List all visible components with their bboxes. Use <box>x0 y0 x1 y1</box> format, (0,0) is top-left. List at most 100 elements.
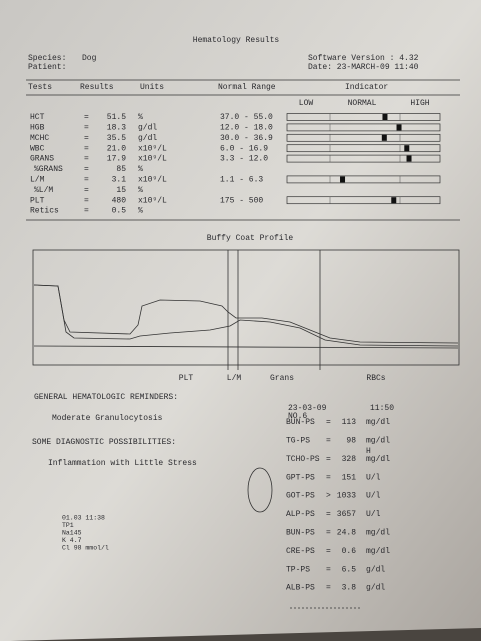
species-label: Species: <box>28 54 66 63</box>
profile-label: L/M <box>227 374 242 383</box>
column-header: Normal Range <box>218 83 276 92</box>
chem-value: 24.8 <box>337 529 356 538</box>
indicator-label: LOW <box>299 99 314 108</box>
indicator-marker <box>382 114 388 120</box>
electrolyte-line: 01.03 11:38 <box>62 515 105 522</box>
date: Date: 23-MARCH-09 11:40 <box>308 63 419 72</box>
chem-number: NO.6 <box>288 412 307 421</box>
equals: = <box>84 186 89 195</box>
test-name: HCT <box>30 113 45 122</box>
chem-unit: U/l <box>366 473 381 482</box>
diagnostics-text: Inflammation with Little Stress <box>48 459 197 468</box>
unit: % <box>138 186 143 195</box>
chem-unit: mg/dl <box>366 437 390 446</box>
column-header: Indicator <box>345 83 388 92</box>
chem-unit: mg/dl <box>366 529 390 538</box>
unit: g/dl <box>138 134 157 143</box>
chem-date: 23-03-09 <box>288 404 327 413</box>
reminders-text: Moderate Granulocytosis <box>52 414 163 423</box>
normal-range: 175 - 500 <box>220 196 263 205</box>
chem-sign: = <box>326 455 331 464</box>
indicator-marker <box>340 176 346 183</box>
unit: % <box>138 113 143 122</box>
result: 18.3 <box>107 124 126 133</box>
chem-sign: = <box>326 510 331 519</box>
normal-range: 12.0 - 18.0 <box>220 124 273 133</box>
chem-sign: = <box>326 437 331 446</box>
normal-range: 30.0 - 36.9 <box>220 134 273 143</box>
result: 0.5 <box>112 207 127 216</box>
graph-frame <box>32 249 460 366</box>
equals: = <box>84 196 89 205</box>
unit: x10⁹/L <box>138 196 167 205</box>
normal-range: 1.1 - 6.3 <box>220 176 263 185</box>
equals: = <box>84 207 89 216</box>
equals: = <box>84 124 89 133</box>
result: 480 <box>112 196 127 205</box>
indicator-bar <box>286 175 441 184</box>
indicator-label: NORMAL <box>348 99 377 108</box>
indicator-bar <box>286 123 441 132</box>
indicator-label: HIGH <box>410 99 429 108</box>
indicator-marker <box>396 124 402 131</box>
chem-test: TP-PS <box>286 565 310 574</box>
result: 21.0 <box>107 144 126 153</box>
normal-range: 3.3 - 12.0 <box>220 155 268 164</box>
column-header: Units <box>140 83 164 92</box>
equals: = <box>84 134 89 143</box>
reminders-heading: GENERAL HEMATOLOGIC REMINDERS: <box>34 393 178 402</box>
test-name: WBC <box>30 144 45 153</box>
profile-curve <box>33 284 459 347</box>
column-header: Results <box>80 83 114 92</box>
test-name: %GRANS <box>34 165 63 174</box>
chem-value: 3.8 <box>342 584 357 593</box>
result: 17.9 <box>107 155 126 164</box>
column-header: Tests <box>28 83 52 92</box>
equals: = <box>84 155 89 164</box>
chem-test: BUN-PS <box>286 529 315 538</box>
electrolyte-line: Cl 98 mmol/l <box>62 545 109 552</box>
indicator-marker <box>381 134 387 141</box>
profile-label: RBCs <box>366 374 385 383</box>
chem-sign: = <box>326 529 331 538</box>
normal-range: 6.0 - 16.9 <box>220 144 268 153</box>
chem-unit: U/l <box>366 492 381 501</box>
profile-label: Grans <box>270 374 294 383</box>
chem-sign: = <box>326 547 331 556</box>
chem-sign: = <box>326 418 331 427</box>
chem-value: 0.6 <box>342 547 357 556</box>
equals: = <box>84 176 89 185</box>
profile-label: PLT <box>179 374 194 383</box>
chem-value: 6.5 <box>342 565 357 574</box>
result: 35.5 <box>107 134 126 143</box>
chem-unit: U/l <box>366 510 381 519</box>
indicator-bar <box>286 133 441 142</box>
test-name: HGB <box>30 124 45 133</box>
chem-value: 3657 <box>337 510 356 519</box>
diagnostics-heading: SOME DIAGNOSTIC POSSIBILITIES: <box>32 438 176 447</box>
test-name: GRANS <box>30 155 54 164</box>
chem-sign: = <box>326 565 331 574</box>
result: 51.5 <box>107 113 126 122</box>
baseline <box>33 345 459 349</box>
profile-curve <box>33 284 459 344</box>
profile-graph: Buffy Coat Profile PLT L/M Grans RBCs <box>32 234 460 383</box>
profile-title: Buffy Coat Profile <box>207 234 294 243</box>
species: Dog <box>82 54 97 63</box>
equals: = <box>84 165 89 174</box>
result: 85 <box>116 165 126 174</box>
chem-unit: mg/dl <box>366 418 390 427</box>
test-name: L/M <box>30 176 45 185</box>
chem-test: TG-PS <box>286 437 310 446</box>
chem-sign: = <box>326 473 331 482</box>
chem-time: 11:50 <box>370 404 394 413</box>
chem-test: GPT-PS <box>286 473 315 482</box>
test-name: Retics <box>30 207 59 216</box>
software: Software Version : 4.32 <box>308 54 419 63</box>
equals: = <box>84 144 89 153</box>
indicator-marker <box>391 197 397 204</box>
unit: % <box>138 165 143 174</box>
chem-unit: g/dl <box>366 565 385 574</box>
chem-value: 1033 <box>337 492 356 501</box>
